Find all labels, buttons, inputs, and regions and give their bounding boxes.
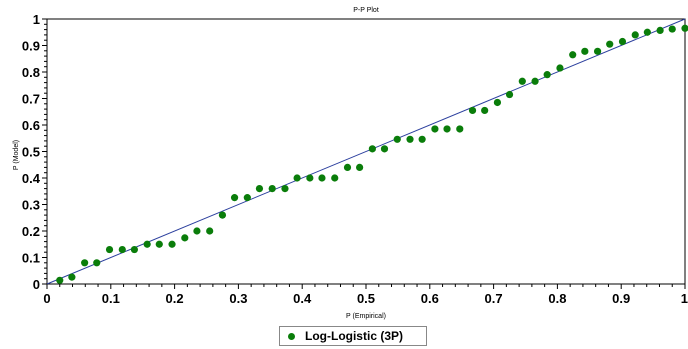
legend: Log-Logistic (3P) bbox=[279, 326, 427, 346]
data-point bbox=[81, 259, 89, 267]
data-point bbox=[293, 174, 301, 182]
data-point bbox=[581, 47, 589, 55]
y-tick-label: 0.8 bbox=[22, 65, 40, 80]
data-point bbox=[681, 24, 688, 32]
data-point bbox=[255, 185, 264, 193]
data-point bbox=[143, 240, 151, 248]
y-tick-label: 0 bbox=[33, 277, 40, 292]
data-point bbox=[130, 245, 139, 254]
data-point bbox=[393, 135, 401, 143]
data-point bbox=[493, 98, 502, 107]
data-point bbox=[531, 77, 539, 85]
x-tick-label: 0.6 bbox=[421, 291, 439, 306]
data-point bbox=[331, 174, 339, 182]
x-tick-label: 0.4 bbox=[293, 291, 312, 306]
data-point bbox=[468, 106, 477, 115]
data-point bbox=[556, 64, 564, 72]
x-tick-label: 0.5 bbox=[357, 291, 375, 306]
data-point bbox=[105, 245, 114, 254]
data-point bbox=[569, 51, 577, 59]
x-tick-label: 1 bbox=[681, 291, 688, 306]
y-tick-label: 0.9 bbox=[22, 39, 40, 54]
data-point bbox=[243, 194, 251, 202]
data-point bbox=[380, 145, 389, 153]
data-point bbox=[456, 125, 464, 133]
y-tick-label: 0.1 bbox=[22, 251, 40, 266]
data-point bbox=[168, 240, 176, 248]
chart-title: P-P Plot bbox=[353, 7, 379, 14]
x-tick-label: 0.7 bbox=[485, 291, 503, 306]
data-point bbox=[93, 259, 101, 267]
data-point bbox=[656, 26, 664, 34]
y-tick-label: 1 bbox=[33, 12, 40, 27]
data-point bbox=[68, 273, 76, 281]
y-tick-label: 0.6 bbox=[22, 118, 40, 133]
data-point bbox=[155, 240, 163, 248]
data-point bbox=[606, 40, 614, 48]
data-point bbox=[593, 47, 602, 55]
data-point bbox=[281, 185, 289, 193]
data-point bbox=[218, 211, 227, 219]
reference-line bbox=[46, 18, 686, 285]
data-point bbox=[618, 37, 627, 46]
data-point bbox=[56, 276, 64, 284]
data-point bbox=[268, 185, 276, 193]
data-point bbox=[481, 106, 489, 115]
x-tick-label: 0 bbox=[43, 291, 50, 306]
y-tick-label: 0.2 bbox=[22, 224, 40, 239]
y-tick-label: 0.3 bbox=[22, 198, 40, 213]
data-point bbox=[418, 135, 426, 143]
data-point bbox=[505, 90, 514, 99]
legend-marker-icon bbox=[288, 332, 295, 340]
data-point bbox=[306, 174, 314, 182]
data-point bbox=[543, 71, 551, 79]
data-point bbox=[318, 174, 326, 182]
data-point bbox=[431, 125, 439, 133]
data-point bbox=[343, 163, 352, 171]
x-tick-label: 0.9 bbox=[612, 291, 630, 306]
data-point bbox=[406, 135, 414, 143]
data-point bbox=[668, 25, 676, 33]
y-axis-label: P (Model) bbox=[13, 140, 20, 170]
data-point bbox=[443, 125, 451, 133]
data-point bbox=[643, 28, 651, 36]
x-tick-label: 0.1 bbox=[102, 291, 120, 306]
y-tick-label: 0.4 bbox=[22, 171, 41, 186]
data-point bbox=[518, 77, 526, 85]
data-point bbox=[118, 245, 126, 254]
data-point bbox=[631, 31, 639, 39]
data-point bbox=[230, 194, 239, 202]
x-axis-label: P (Empirical) bbox=[346, 313, 386, 320]
x-tick-label: 0.3 bbox=[229, 291, 247, 306]
data-point bbox=[368, 145, 376, 153]
x-tick-label: 0.2 bbox=[166, 291, 184, 306]
data-point bbox=[181, 234, 189, 242]
plot-area: 0 0.1 0.2 0.3 0.4 0.5 0.6 0.7 0.8 0.9 1 0 0.1 0.2 0.3 0… bbox=[22, 12, 688, 306]
y-tick-label: 0.5 bbox=[22, 145, 40, 160]
y-tick-label: 0.7 bbox=[22, 92, 40, 107]
data-point bbox=[193, 227, 201, 235]
legend-label: Log-Logistic (3P) bbox=[305, 329, 403, 343]
data-point bbox=[206, 227, 214, 235]
data-point bbox=[356, 163, 364, 171]
x-tick-label: 0.8 bbox=[548, 291, 566, 306]
